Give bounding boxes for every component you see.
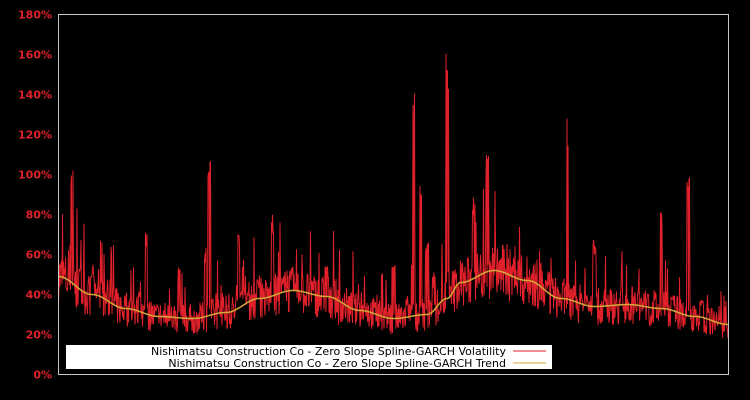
legend-box: [66, 345, 552, 369]
y-tick-label: 100%: [18, 169, 52, 182]
y-tick-label: 120%: [18, 129, 52, 142]
y-tick-label: 160%: [18, 49, 52, 62]
y-tick-label: 60%: [26, 249, 52, 262]
y-tick-label: 140%: [18, 89, 52, 102]
plot-frame: [58, 14, 729, 375]
y-tick-label: 180%: [18, 9, 52, 22]
y-tick-label: 20%: [26, 329, 52, 342]
y-tick-label: 80%: [26, 209, 52, 222]
y-axis-ticks: 0% 20% 40% 60% 80% 100% 120% 140% 160% 180%: [18, 9, 52, 382]
legend: Nishimatsu Construction Co - Zero Slope …: [66, 345, 552, 370]
y-tick-label: 0%: [33, 369, 52, 382]
y-tick-label: 40%: [26, 289, 52, 302]
legend-label-trend: Nishimatsu Construction Co - Zero Slope …: [168, 357, 506, 370]
trend-line: [58, 269, 729, 326]
plot-area: [58, 53, 729, 339]
volatility-line: [58, 53, 729, 339]
legend-label-volatility: Nishimatsu Construction Co - Zero Slope …: [151, 345, 507, 358]
